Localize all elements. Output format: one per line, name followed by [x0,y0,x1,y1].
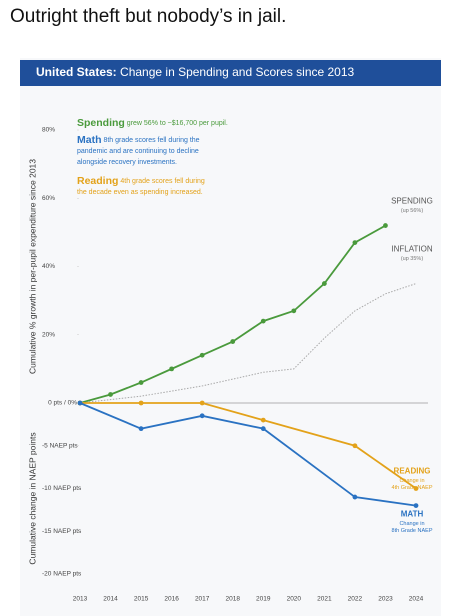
post-text: Outright theft but nobody’s in jail. [10,6,287,27]
series-note: 4th Grade NAEP [392,485,433,491]
series-label: INFLATION [391,245,432,254]
annotation-text: 4th grade scores fell during [120,178,205,185]
y-tick-label: -5 NAEP pts [42,442,78,449]
chart-title: United States: Change in Spending and Sc… [36,65,355,79]
y-tick-label: 60% [42,195,55,202]
annotation-lead: Reading [77,175,118,187]
y-tick-label: 40% [42,263,55,270]
y-tick-label: 0 pts / 0% [48,400,77,407]
data-point [260,318,266,324]
title-rest: Change in Spending and Scores since 2013 [120,65,354,79]
x-tick-label: 2018 [225,596,240,603]
annotation: alongside recovery investments. [77,159,177,166]
y-tick-label: -20 NAEP pts [42,571,82,578]
x-tick-label: 2016 [164,596,179,603]
data-point [413,486,419,491]
annotation: Reading 4th grade scores fell during [77,175,205,187]
y-tick-label: 80% [42,127,55,134]
data-point [352,494,358,500]
series-note: (up 56%) [401,208,423,214]
data-point [260,417,266,423]
data-point [108,392,113,397]
title-bold: United States: [36,65,117,79]
data-point [138,426,144,432]
x-tick-label: 2014 [103,596,118,603]
series-line [79,402,417,507]
data-point [260,426,266,432]
x-tick-label: 2013 [73,596,88,603]
series-note: Change in [399,478,424,484]
annotation-lead: Spending [77,117,125,129]
annotation-lead: Math [77,134,102,146]
data-point [138,400,144,406]
x-tick-label: 2023 [378,596,393,603]
data-point [230,339,236,344]
x-tick-label: 2024 [409,596,424,603]
x-tick-label: 2015 [134,596,149,603]
x-tick-label: 2020 [287,596,302,603]
annotation-text: grew 56% to ~$16,700 per pupil. [127,120,228,127]
header-band [20,60,441,86]
data-point [199,400,205,406]
y-tick-label: 20% [42,331,55,338]
data-point [413,503,419,508]
data-point [138,380,144,385]
y-axis-label: Cumulative % growth in per-pupil expendi… [27,159,37,374]
series-line [80,402,417,490]
series-note: 8th Grade NAEP [392,528,433,534]
data-point [352,240,358,246]
series-note: (up 35%) [401,256,423,262]
y-axis-label: Cumulative change in NAEP points [27,432,37,564]
data-point [383,223,388,228]
annotation: Spending grew 56% to ~$16,700 per pupil. [77,117,228,129]
series-note: Change in [399,521,424,527]
x-tick-label: 2021 [317,596,332,603]
x-tick-label: 2022 [348,596,363,603]
y-tick-label: -10 NAEP pts [42,485,82,492]
data-point [352,443,358,449]
annotation: pandemic and are continuing to decline [77,148,199,155]
data-point [199,413,205,419]
series-line [79,283,417,404]
data-point [77,400,83,406]
x-tick-label: 2019 [256,596,271,603]
data-point [291,308,297,314]
y-tick-label: -15 NAEP pts [42,528,82,535]
chart-background [20,58,441,616]
annotation: Math 8th grade scores fell during the [77,134,200,146]
x-tick-label: 2017 [195,596,210,603]
data-point [321,281,327,286]
data-point [199,352,205,358]
data-point [169,366,175,372]
series-label: MATH [401,510,424,519]
series-label: SPENDING [391,197,433,206]
series-label: READING [394,467,431,476]
annotation-text: 8th grade scores fell during the [103,137,199,144]
annotation: the decade even as spending increased. [77,189,203,196]
